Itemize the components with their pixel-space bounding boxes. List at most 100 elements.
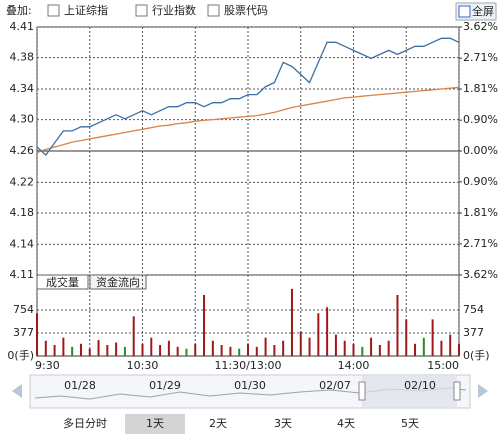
- y-tick-label: 4.14: [10, 237, 35, 250]
- x-tick-label: 10:30: [127, 359, 159, 372]
- option-label[interactable]: 上证综指: [64, 3, 108, 17]
- volume-bar: [71, 346, 74, 356]
- price-line: [36, 37, 460, 156]
- volume-bar: [317, 313, 320, 356]
- volume-bar: [405, 319, 408, 356]
- volume-bar: [449, 334, 452, 356]
- volume-bar: [53, 345, 56, 356]
- volume-bar: [62, 337, 65, 356]
- volume-bar: [44, 340, 47, 356]
- overlay-label: 叠加:: [6, 4, 32, 17]
- volume-bar: [220, 345, 223, 356]
- y2-tick-label: 2.71%: [463, 51, 498, 64]
- x-tick-label: 14:00: [338, 359, 370, 372]
- period-selected-bg[interactable]: [125, 414, 185, 434]
- volume-bar: [167, 340, 170, 356]
- checkbox[interactable]: [47, 4, 60, 17]
- y-tick-label: 4.26: [10, 144, 35, 157]
- fullscreen-icon[interactable]: [458, 5, 471, 18]
- volume-bar: [115, 342, 118, 356]
- period-button[interactable]: 1天: [146, 417, 164, 430]
- y-tick-label: 0(手): [7, 348, 34, 362]
- volume-bar: [308, 337, 311, 356]
- y2-tick-label: 1.81%: [463, 206, 498, 219]
- fullscreen-label[interactable]: 全屏: [472, 4, 494, 18]
- volume-bar: [194, 343, 197, 356]
- y-tick-label: 4.38: [10, 51, 35, 64]
- y-tick-label: 377: [13, 326, 34, 339]
- volume-bar: [343, 340, 346, 356]
- volume-bar: [414, 343, 417, 356]
- option-label[interactable]: 股票代码: [224, 4, 268, 17]
- y2-tick-label: 0(手): [463, 348, 490, 362]
- volume-bar: [150, 337, 153, 356]
- volume-bar: [255, 346, 258, 356]
- navigator-handle[interactable]: [453, 381, 461, 401]
- period-button[interactable]: 多日分时: [63, 416, 107, 430]
- nav-left-arrow[interactable]: [12, 384, 22, 398]
- period-button[interactable]: 4天: [337, 417, 355, 430]
- option-label[interactable]: 行业指数: [152, 3, 196, 17]
- overlay-option[interactable]: 上证综指: [47, 3, 108, 17]
- volume-bar: [282, 340, 285, 356]
- y-tick-label: 4.11: [10, 268, 35, 281]
- y2-tick-label: 2.71%: [463, 237, 498, 250]
- overlay-option[interactable]: 股票代码: [207, 4, 268, 17]
- volume-bar: [361, 346, 364, 356]
- period-button[interactable]: 2天: [209, 417, 227, 430]
- y-tick-label: 754: [13, 303, 34, 316]
- navigator-handle[interactable]: [358, 381, 366, 401]
- volume-bar: [132, 316, 135, 356]
- y2-tick-label: 3.62%: [463, 268, 498, 281]
- volume-bar: [185, 348, 188, 356]
- y-tick-label: 4.30: [10, 113, 35, 126]
- volume-bar: [422, 337, 425, 356]
- nav-right-arrow[interactable]: [478, 384, 488, 398]
- y2-tick-label: 377: [463, 326, 484, 339]
- volume-bar: [238, 348, 241, 356]
- y-tick-label: 4.22: [10, 175, 35, 188]
- y2-tick-label: 0.90%: [463, 175, 498, 188]
- volume-bar: [396, 294, 399, 356]
- x-tick-label: 15:00: [427, 359, 459, 372]
- y2-tick-label: 0.00%: [463, 144, 498, 157]
- x-tick-label: 11:30/13:00: [214, 359, 281, 372]
- volume-bar: [123, 346, 126, 356]
- fullscreen-button[interactable]: 全屏: [455, 2, 497, 21]
- overlay-option[interactable]: 行业指数: [135, 3, 196, 17]
- navigator-date: 01/28: [64, 379, 96, 392]
- y-tick-label: 4.41: [10, 20, 35, 33]
- panel-tab-label[interactable]: 成交量: [46, 275, 79, 289]
- volume-bar: [97, 340, 100, 356]
- y2-tick-label: 754: [463, 303, 484, 316]
- panel-tab-label[interactable]: 资金流向: [96, 275, 140, 289]
- navigator-date: 01/30: [234, 379, 266, 392]
- volume-bar: [440, 340, 443, 356]
- y2-tick-label: 1.81%: [463, 82, 498, 95]
- volume-bar: [79, 343, 82, 356]
- volume-bar: [431, 319, 434, 356]
- volume-bar: [387, 340, 390, 356]
- checkbox[interactable]: [135, 4, 148, 17]
- volume-bar: [88, 348, 91, 356]
- volume-bar: [229, 346, 232, 356]
- checkbox[interactable]: [207, 4, 220, 17]
- volume-bar: [370, 337, 373, 356]
- price-line: [36, 86, 460, 154]
- volume-bar: [290, 288, 293, 356]
- volume-bar: [247, 343, 249, 356]
- volume-bar: [264, 337, 267, 356]
- volume-bar: [352, 343, 355, 356]
- y2-tick-label: 3.62%: [463, 20, 498, 33]
- volume-bar: [273, 345, 276, 356]
- period-button[interactable]: 3天: [274, 417, 292, 430]
- volume-bar: [378, 345, 381, 356]
- volume-bar: [211, 340, 214, 356]
- navigator-window[interactable]: [362, 376, 457, 407]
- navigator-date: 02/10: [404, 379, 436, 392]
- x-tick-label: 9:30: [35, 359, 60, 372]
- period-button[interactable]: 5天: [401, 417, 419, 430]
- y-tick-label: 4.18: [10, 206, 35, 219]
